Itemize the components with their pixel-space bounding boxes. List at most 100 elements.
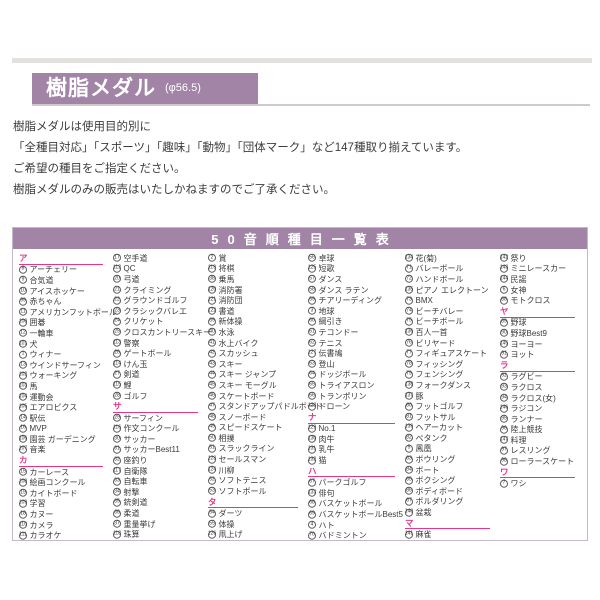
- item-label: スタンドアップパドルボード: [218, 402, 323, 412]
- item-label: 短歌: [318, 264, 335, 274]
- item-label: サッカーBest11: [123, 445, 180, 455]
- item-number-badge: 27: [113, 370, 121, 379]
- item-number-badge: 59: [308, 296, 316, 305]
- item-number-badge: 132: [307, 456, 317, 465]
- item-number-badge: 37: [113, 519, 121, 528]
- list-item: 43 スキー: [208, 359, 308, 370]
- list-item: 65 トライアスロン: [308, 380, 405, 391]
- list-item: 77 フィギュアスケート: [405, 348, 500, 359]
- list-item: 129 No.1: [308, 424, 405, 435]
- item-label: ボルダリング: [415, 497, 464, 507]
- list-item: 131 乳牛: [308, 445, 405, 456]
- list-item: 61 テコンドー: [308, 327, 405, 338]
- item-number-badge: 28: [113, 391, 121, 400]
- list-item: 94 ラクロス(女): [500, 393, 585, 404]
- item-number-badge: 36: [113, 509, 121, 518]
- list-item: 110 カメラ: [19, 520, 113, 531]
- item-number-badge: 101: [18, 339, 28, 348]
- item-number-badge: 49: [208, 423, 216, 432]
- item-label: ゴルフ: [123, 391, 148, 401]
- item-number-badge: 42: [208, 349, 216, 358]
- item-label: 乗馬: [218, 274, 235, 284]
- list-item: 66 トランポリン: [308, 391, 405, 402]
- item-label: 音楽: [29, 445, 46, 455]
- item-number-badge: 26: [113, 349, 121, 358]
- list-item: 95 ランナー: [500, 414, 585, 425]
- item-number-badge: 120: [207, 285, 217, 294]
- item-number-badge: 1: [19, 350, 27, 359]
- list-item: 18 カヌー: [19, 509, 113, 520]
- item-number-badge: 18: [19, 510, 27, 519]
- item-label: 学習: [29, 499, 46, 509]
- list-item: 14 駅伝: [19, 413, 113, 424]
- list-item: 12 一輪車: [19, 328, 113, 339]
- list-item: 8 アーチェリー: [19, 265, 113, 276]
- list-item: 101 犬: [19, 339, 113, 350]
- item-number-badge: 13: [19, 360, 27, 369]
- list-item: 16 MVP: [19, 424, 113, 435]
- page-title: 樹脂メダル: [46, 77, 156, 100]
- list-item: 85 ボクシング: [405, 475, 500, 486]
- item-number-badge: 4: [308, 520, 316, 529]
- list-item: 127 伝書鳩: [308, 348, 405, 359]
- list-item: 80 フットゴルフ: [405, 401, 500, 412]
- list-item: 119 将棋: [208, 264, 308, 275]
- list-item: 126 凧上げ: [208, 529, 308, 540]
- section-header: ヤ: [500, 306, 575, 318]
- item-number-badge: 86: [405, 487, 413, 496]
- item-number-badge: 128: [307, 402, 317, 411]
- item-number-badge: 60: [308, 317, 316, 326]
- section-header: カ: [19, 455, 103, 467]
- item-label: 民謡: [510, 274, 527, 284]
- item-number-badge: 63: [308, 359, 316, 368]
- item-number-badge: 2: [208, 253, 216, 262]
- item-number-badge: 5: [405, 444, 413, 453]
- item-number-badge: 121: [207, 296, 217, 305]
- item-number-badge: 38: [208, 275, 216, 284]
- list-item: 114 けん玉: [113, 359, 208, 370]
- item-label: ペタンク: [415, 433, 448, 443]
- item-label: スカッシュ: [218, 349, 259, 359]
- list-item: 21 クライミング: [113, 285, 208, 296]
- item-label: 水泳: [218, 327, 235, 337]
- item-label: ラグビー: [510, 372, 543, 382]
- item-number-badge: 141: [404, 530, 414, 539]
- item-label: トライアスロン: [318, 380, 375, 390]
- list-item: 33 自転車: [113, 476, 208, 487]
- item-label: ローラースケート: [510, 457, 575, 467]
- item-label: 一輪車: [29, 328, 54, 338]
- list-item: 87 ボルダリング: [405, 497, 500, 508]
- list-item: 76 ビリヤード: [405, 338, 500, 349]
- item-number-badge: 58: [308, 285, 316, 294]
- list-item: 112 QC: [113, 264, 208, 275]
- item-label: 猫: [318, 456, 327, 466]
- list-item: 122 書道: [208, 306, 308, 317]
- item-label: クラシックバレエ: [123, 306, 187, 316]
- item-number-badge: 82: [405, 434, 413, 443]
- item-number-badge: 130: [307, 435, 317, 444]
- item-number-badge: 93: [500, 383, 508, 392]
- item-label: 犬: [29, 339, 38, 349]
- list-column-5: 134 花(菊) 71 バレーボール 72 ハンドボール 135 ピアノ エレクトーン 73 BM…: [405, 253, 500, 541]
- list-item: 29 サーフィン: [113, 413, 208, 424]
- list-item: 84 ボート: [405, 465, 500, 476]
- item-number-badge: 79: [405, 370, 413, 379]
- list-item: 82 ペタンク: [405, 433, 500, 444]
- list-item: 97 レスリング: [500, 446, 585, 457]
- list-item: 102 ウォーキング: [19, 371, 113, 382]
- list-item: 68 バスケットボール: [308, 499, 405, 510]
- list-item: 93 ラクロス: [500, 382, 585, 393]
- item-number-badge: 118: [113, 530, 121, 539]
- item-number-badge: 117: [113, 466, 121, 475]
- list-item: 75 ビーチボール: [405, 317, 500, 328]
- list-column-1: ア 8 アーチェリー 9 合気道 10 アイスホッケー 99 赤ちゃん 11 アメリカンフットボール…: [19, 253, 117, 541]
- item-label: 珠算: [123, 530, 140, 540]
- list-item: 13 ウインドサーフィン: [19, 360, 113, 371]
- item-label: ミニレースカー: [510, 264, 567, 274]
- item-number-badge: 15: [19, 467, 27, 476]
- medal-diameter: (φ56.5): [165, 82, 201, 94]
- list-item: 128 ドローン: [308, 401, 405, 412]
- list-item: 49 スピードスケート: [208, 423, 308, 434]
